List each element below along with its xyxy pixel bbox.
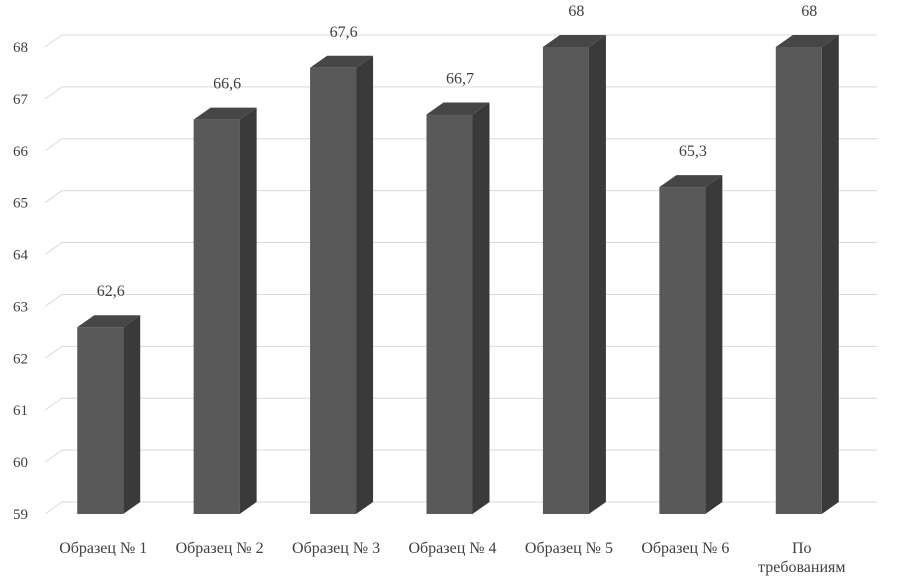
bar-top (310, 55, 374, 68)
y-tick-label: 67 (13, 92, 29, 108)
data-labels: 62,6 66,6 67,6 66,7 68 65,3 68 (97, 3, 818, 300)
bar-top (775, 35, 839, 47)
x-category-label: Образец № 4 (408, 540, 496, 557)
data-label: 68 (801, 3, 817, 20)
data-label: 66,6 (213, 76, 241, 93)
bar (775, 47, 822, 514)
x-category-label: Образец № 2 (176, 540, 264, 557)
data-label: 65,3 (679, 143, 707, 160)
x-category-label: По требованиям (758, 540, 845, 576)
y-tick-label: 61 (13, 403, 28, 419)
bar-side (821, 35, 839, 514)
bar (659, 187, 706, 514)
bar (193, 119, 240, 515)
bar-side (239, 107, 257, 515)
bar-top (77, 315, 141, 328)
data-label: 66,7 (446, 70, 474, 87)
y-tick-label: 59 (13, 507, 28, 523)
bar (77, 327, 124, 514)
bar (426, 114, 473, 514)
bar-side (356, 55, 374, 514)
y-tick-label: 64 (13, 248, 29, 264)
bar-top (426, 102, 490, 115)
y-axis-tick-labels: 59 60 61 62 63 64 65 66 67 68 (13, 40, 29, 523)
bar-top (542, 35, 606, 47)
bar-side (588, 35, 606, 514)
bar-top (659, 175, 723, 188)
x-category-label: Образец № 5 (525, 540, 613, 557)
data-label: 67,6 (330, 24, 358, 41)
data-label: 62,6 (97, 283, 125, 300)
bar (542, 47, 589, 514)
y-tick-label: 65 (13, 196, 28, 212)
bar-top (193, 107, 257, 120)
data-label: 68 (568, 3, 584, 20)
bar (310, 67, 357, 514)
y-tick-label: 60 (13, 455, 28, 471)
bar-side (705, 175, 723, 514)
x-category-label: Образец № 1 (59, 540, 147, 557)
y-tick-label: 62 (13, 351, 28, 367)
x-category-label: Образец № 3 (292, 540, 380, 557)
x-category-label: Образец № 6 (641, 540, 729, 557)
bar-side (472, 102, 490, 514)
gridline (44, 34, 877, 48)
bar-side (123, 315, 141, 514)
y-tick-label: 63 (13, 299, 28, 315)
gridline (44, 86, 877, 100)
y-tick-label: 66 (13, 144, 29, 160)
bars (77, 35, 839, 515)
y-tick-label: 68 (13, 40, 28, 56)
x-axis-category-labels: Образец № 1 Образец № 2 Образец № 3 Образец… (59, 540, 845, 576)
